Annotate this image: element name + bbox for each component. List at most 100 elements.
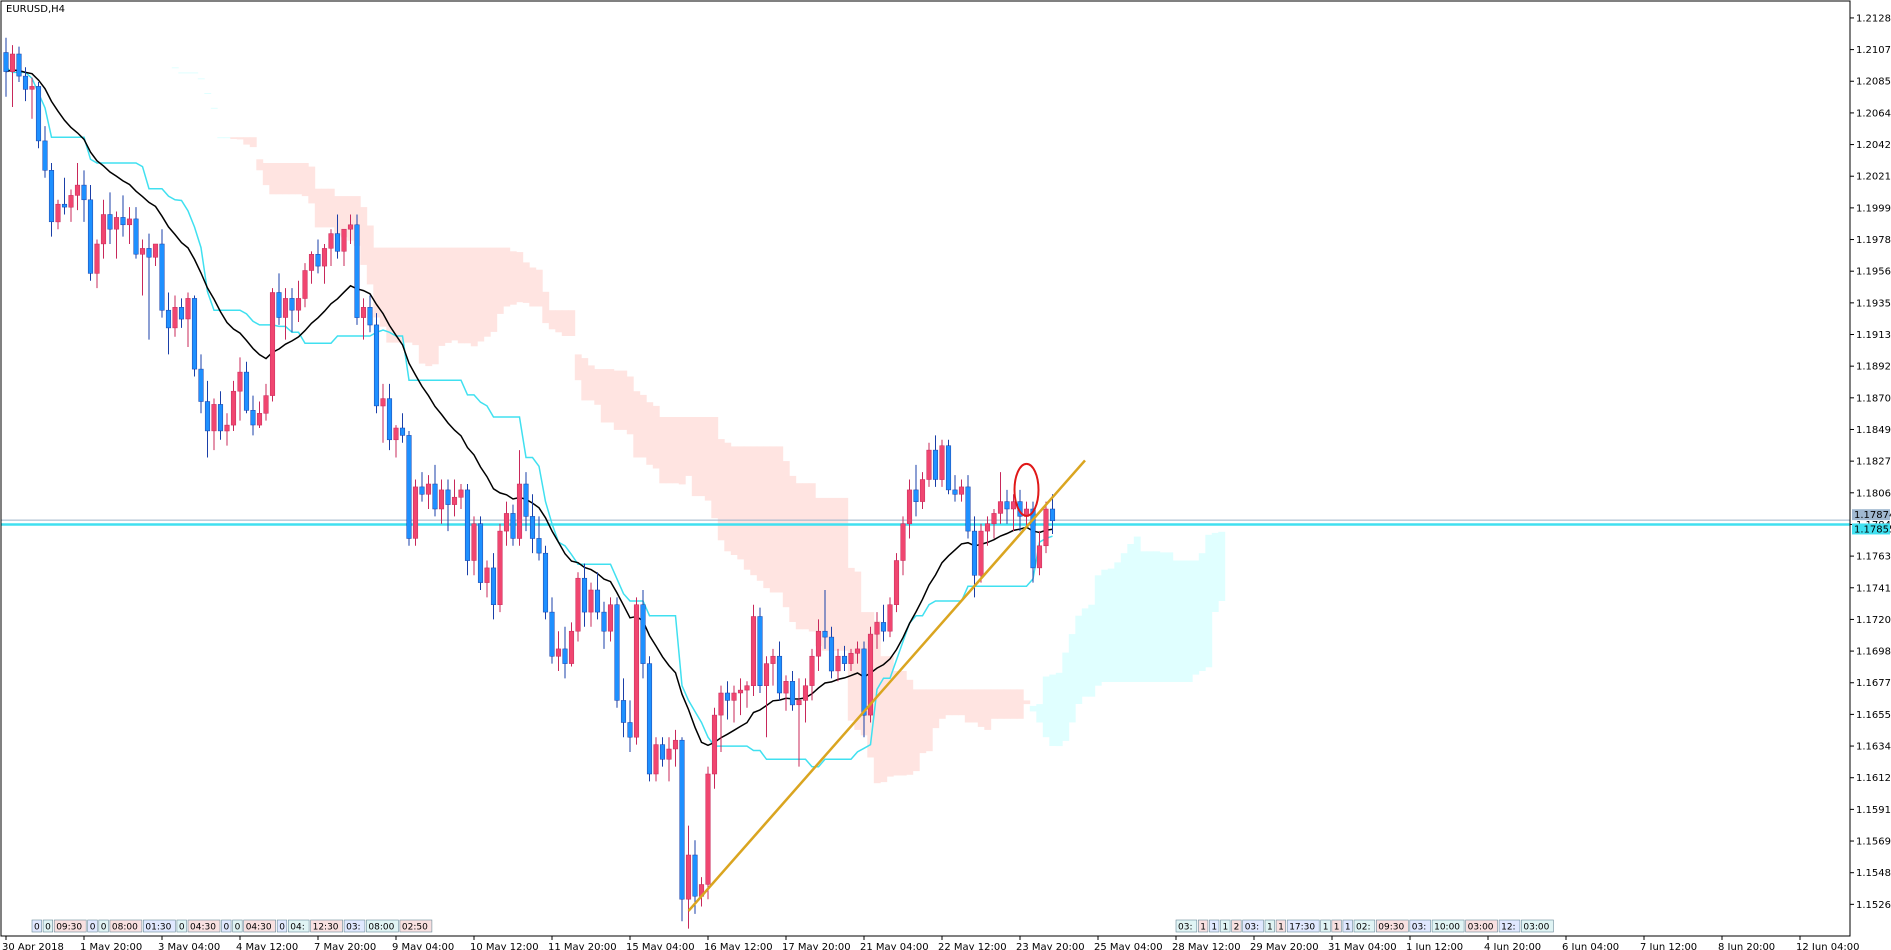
- x-tick-label: 21 May 04:00: [860, 942, 929, 950]
- candle: [263, 383, 269, 421]
- event-marker[interactable]: [176, 919, 187, 933]
- event-marker[interactable]: [221, 919, 232, 933]
- y-tick-label: 1.21070: [1856, 45, 1891, 56]
- event-marker[interactable]: [243, 919, 276, 933]
- candle: [243, 361, 250, 414]
- event-marker[interactable]: [1331, 919, 1342, 933]
- candle-body: [776, 655, 783, 694]
- event-marker[interactable]: [1320, 919, 1331, 933]
- event-marker[interactable]: [1353, 919, 1376, 933]
- event-marker[interactable]: [1220, 919, 1231, 933]
- candle-body: [243, 371, 250, 411]
- cloud-segment: [236, 137, 244, 140]
- candle: [705, 766, 711, 900]
- event-marker[interactable]: [31, 919, 42, 933]
- event-marker[interactable]: [366, 919, 399, 933]
- candle-body: [685, 854, 692, 900]
- candle-body: [360, 307, 367, 318]
- x-tick-label: 1 Jun 12:00: [1406, 942, 1463, 950]
- event-marker[interactable]: [1521, 919, 1554, 933]
- event-marker[interactable]: [1465, 919, 1498, 933]
- event-marker[interactable]: [276, 919, 288, 933]
- cloud-segment: [639, 394, 647, 458]
- event-marker[interactable]: [109, 919, 143, 933]
- candle-body: [828, 636, 835, 672]
- x-tick-label: 16 May 12:00: [704, 942, 773, 950]
- event-marker[interactable]: [1231, 919, 1242, 933]
- event-marker-label: 03:: [1412, 923, 1426, 933]
- candle: [16, 46, 22, 82]
- candle: [841, 645, 848, 671]
- event-marker-label: 09:30: [1378, 923, 1404, 933]
- x-tick-label: 15 May 04:00: [626, 942, 695, 950]
- event-marker[interactable]: [1286, 919, 1320, 933]
- event-marker[interactable]: [98, 919, 109, 933]
- event-marker[interactable]: [343, 919, 366, 933]
- y-tick-label: 1.15695: [1856, 837, 1891, 848]
- event-marker-label: 0: [101, 923, 107, 933]
- moving-average-path: [5, 69, 1053, 747]
- y-tick-label: 1.19780: [1856, 235, 1891, 246]
- candle-body: [445, 489, 451, 505]
- cloud-segment: [529, 267, 537, 307]
- cloud-segment: [626, 376, 634, 435]
- event-marker[interactable]: [1376, 919, 1409, 933]
- event-marker[interactable]: [87, 919, 98, 933]
- cloud-segment: [438, 247, 446, 346]
- event-marker-label: 04:30: [190, 923, 216, 933]
- chart-title: EURUSD,H4: [6, 4, 65, 15]
- candle: [152, 243, 159, 267]
- event-marker[interactable]: [1342, 919, 1353, 933]
- candle: [237, 357, 243, 421]
- event-marker[interactable]: [1409, 919, 1431, 933]
- x-tick-label: 6 Jun 04:00: [1562, 942, 1619, 950]
- candle-body: [536, 538, 542, 554]
- event-marker[interactable]: [53, 919, 87, 933]
- y-tick-label: 1.20210: [1856, 172, 1891, 183]
- candle: [620, 678, 627, 738]
- cloud-segment: [470, 247, 478, 347]
- event-marker[interactable]: [1498, 919, 1521, 933]
- candle-body: [269, 292, 276, 396]
- event-marker[interactable]: [143, 919, 176, 933]
- cloud-segment: [659, 417, 667, 484]
- price-label-text: 1.17874: [1854, 510, 1891, 521]
- candle: [607, 597, 614, 642]
- candle: [731, 685, 737, 723]
- cloud-segment: [607, 369, 615, 423]
- candle: [406, 430, 412, 546]
- x-tick-label: 28 May 12:00: [1172, 942, 1241, 950]
- event-marker[interactable]: [1242, 919, 1264, 933]
- event-marker[interactable]: [187, 919, 221, 933]
- event-marker[interactable]: [287, 919, 310, 933]
- candle-body: [516, 483, 523, 539]
- candle: [789, 670, 796, 711]
- candle-body: [367, 307, 373, 326]
- event-marker[interactable]: [1431, 919, 1465, 933]
- event-marker[interactable]: [232, 919, 243, 933]
- trendline[interactable]: [687, 459, 1086, 912]
- candle-body: [555, 648, 562, 657]
- candle: [159, 229, 165, 318]
- event-marker-label: 1: [1223, 923, 1229, 933]
- event-marker[interactable]: [1198, 919, 1209, 933]
- trendline-group[interactable]: [687, 459, 1086, 912]
- event-marker[interactable]: [1175, 919, 1198, 933]
- candle-body: [29, 86, 35, 90]
- event-marker[interactable]: [1209, 919, 1220, 933]
- x-tick-label: 10 May 12:00: [470, 942, 539, 950]
- event-marker-label: 03:: [1178, 923, 1192, 933]
- event-marker[interactable]: [310, 919, 343, 933]
- event-marker[interactable]: [42, 919, 53, 933]
- candle-body: [640, 604, 646, 664]
- event-marker-label: 03:00: [1468, 923, 1494, 933]
- cloud-segment: [574, 354, 582, 381]
- candle: [133, 207, 139, 259]
- x-tick-label: 9 May 04:00: [392, 942, 454, 950]
- candle: [302, 263, 308, 308]
- event-marker[interactable]: [1264, 919, 1275, 933]
- candle: [861, 641, 867, 738]
- event-marker[interactable]: [399, 919, 433, 933]
- event-marker[interactable]: [1275, 919, 1286, 933]
